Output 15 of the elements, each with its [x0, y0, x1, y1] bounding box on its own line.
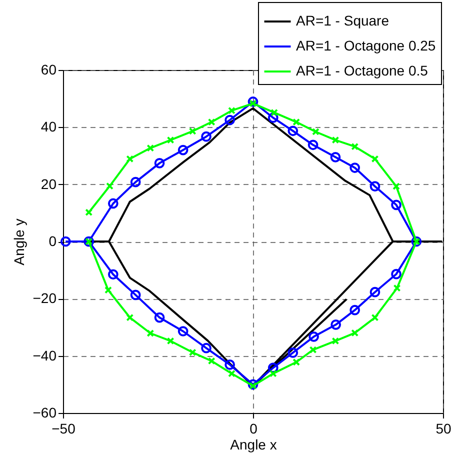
- x-tick-label: −50: [52, 420, 76, 436]
- legend-label: AR=1 - Square: [296, 12, 390, 28]
- y-tick-label: −60: [32, 404, 57, 420]
- y-axis-title: Angle y: [10, 218, 27, 266]
- legend-label: AR=1 - Octagone 0.5: [296, 62, 428, 78]
- y-tick-label: −20: [32, 290, 57, 306]
- y-tick-label: −40: [32, 347, 57, 364]
- x-tick-label: 0: [250, 420, 258, 436]
- x-axis-title: Angle x: [230, 436, 277, 452]
- y-tick-label: 20: [40, 176, 57, 192]
- x-tick-label: 50: [436, 420, 452, 436]
- y-tick-label: 60: [40, 62, 57, 78]
- y-tick-label: 0: [48, 233, 57, 249]
- legend-label: AR=1 - Octagone 0.25: [296, 38, 436, 54]
- y-tick-label: 40: [40, 118, 57, 135]
